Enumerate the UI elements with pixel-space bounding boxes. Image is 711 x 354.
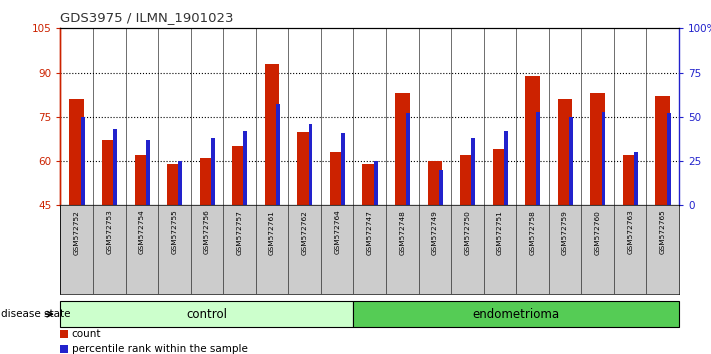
Bar — [60, 346, 68, 353]
FancyBboxPatch shape — [353, 301, 679, 327]
Bar — [493, 149, 507, 205]
Bar — [602, 112, 606, 205]
Text: percentile rank within the sample: percentile rank within the sample — [72, 344, 247, 354]
Bar — [70, 99, 84, 205]
Bar — [395, 93, 410, 205]
Bar — [264, 64, 279, 205]
Bar — [590, 93, 605, 205]
Bar — [243, 131, 247, 205]
Text: GSM572758: GSM572758 — [530, 210, 535, 255]
Text: GSM572754: GSM572754 — [139, 210, 145, 255]
Bar — [276, 104, 280, 205]
Bar — [330, 152, 345, 205]
Bar — [211, 138, 215, 205]
Text: GSM572761: GSM572761 — [269, 210, 275, 255]
Bar — [134, 155, 149, 205]
Text: GSM572762: GSM572762 — [301, 210, 308, 255]
Bar — [80, 117, 85, 205]
Bar — [504, 131, 508, 205]
Bar — [623, 155, 638, 205]
Bar — [439, 170, 443, 205]
Bar — [427, 161, 442, 205]
Bar — [363, 164, 377, 205]
Text: GSM572760: GSM572760 — [594, 210, 601, 255]
Text: GSM572755: GSM572755 — [171, 210, 177, 255]
Text: GSM572752: GSM572752 — [74, 210, 80, 255]
Text: GSM572765: GSM572765 — [660, 210, 665, 255]
Text: GSM572747: GSM572747 — [367, 210, 373, 255]
Text: GSM572763: GSM572763 — [627, 210, 634, 255]
Text: GDS3975 / ILMN_1901023: GDS3975 / ILMN_1901023 — [60, 11, 234, 24]
Bar — [667, 113, 670, 205]
Bar — [634, 152, 638, 205]
Bar — [167, 164, 182, 205]
Bar — [102, 141, 117, 205]
Bar — [569, 117, 573, 205]
Text: GSM572748: GSM572748 — [400, 210, 405, 255]
Bar — [309, 124, 312, 205]
Text: disease state: disease state — [1, 309, 71, 319]
Bar — [460, 155, 475, 205]
Bar — [232, 146, 247, 205]
Text: GSM572753: GSM572753 — [106, 210, 112, 255]
Text: GSM572750: GSM572750 — [464, 210, 471, 255]
Text: endometrioma: endometrioma — [473, 308, 560, 321]
Bar — [373, 161, 378, 205]
Bar — [406, 113, 410, 205]
Bar — [341, 133, 345, 205]
Bar — [60, 331, 68, 338]
Bar — [113, 129, 117, 205]
Bar — [656, 96, 670, 205]
Text: control: control — [186, 308, 228, 321]
Text: GSM572764: GSM572764 — [334, 210, 340, 255]
Bar — [525, 75, 540, 205]
Text: GSM572756: GSM572756 — [204, 210, 210, 255]
Text: GSM572757: GSM572757 — [237, 210, 242, 255]
Text: count: count — [72, 329, 101, 339]
Text: GSM572749: GSM572749 — [432, 210, 438, 255]
Bar — [557, 99, 572, 205]
Bar — [178, 161, 182, 205]
Text: GSM572759: GSM572759 — [562, 210, 568, 255]
Bar — [471, 138, 475, 205]
Bar — [536, 112, 540, 205]
Bar — [297, 132, 312, 205]
FancyBboxPatch shape — [60, 301, 353, 327]
Bar — [200, 158, 214, 205]
Bar — [146, 140, 149, 205]
Text: GSM572751: GSM572751 — [497, 210, 503, 255]
